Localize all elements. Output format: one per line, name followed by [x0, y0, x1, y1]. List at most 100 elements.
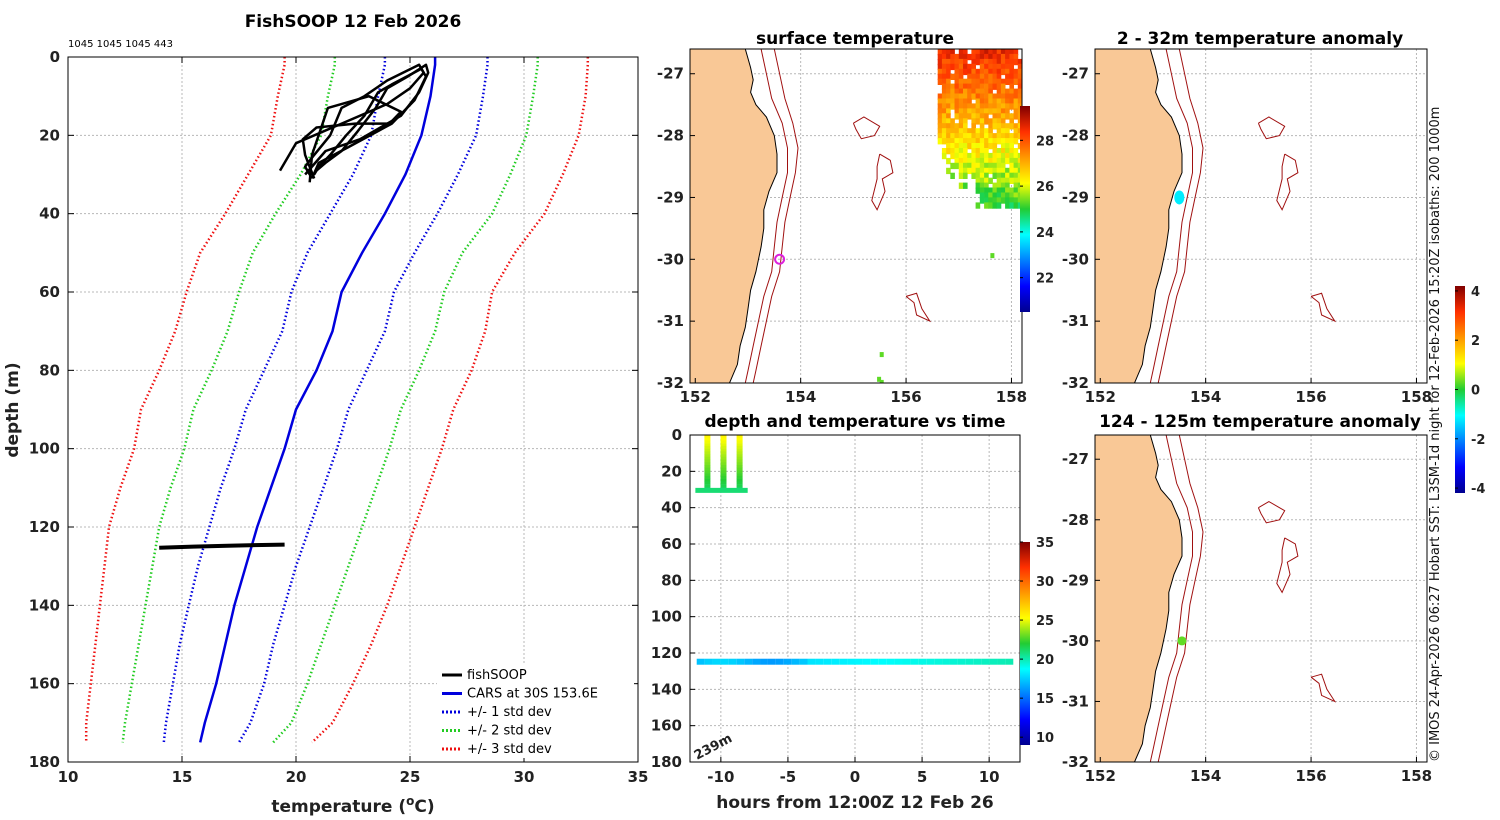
- sst-pixel: [946, 143, 951, 150]
- sst-pixel: [1013, 103, 1019, 110]
- profile-grid: [68, 57, 638, 762]
- sst-pixel: [941, 152, 947, 160]
- sst-pixel: [996, 88, 1002, 95]
- sst-pixel: [1013, 133, 1019, 140]
- sst-pixel: [971, 68, 976, 76]
- sst-pixel: [1009, 93, 1014, 100]
- sst-pixel: [1005, 78, 1010, 85]
- sst-pixel: [1005, 123, 1010, 130]
- sst-pixel: [996, 152, 1002, 160]
- sst-pixel: [958, 157, 964, 165]
- sst-pixel: [996, 93, 1002, 100]
- sst-pixel: [996, 118, 1002, 125]
- sst-pixel: [958, 93, 964, 100]
- sst-pixel: [975, 143, 981, 150]
- sst-pixel: [963, 108, 968, 115]
- sst-pixel: [984, 103, 989, 110]
- cast-sample: [704, 473, 711, 477]
- sst-pixel: [950, 58, 955, 66]
- sst-pixel: [1013, 73, 1019, 80]
- sst-pixel: [971, 133, 976, 140]
- sst-pixel: [1005, 68, 1010, 76]
- sst-pixel: [996, 167, 1002, 175]
- cast-sample: [720, 467, 727, 471]
- sst-pixel: [975, 157, 981, 165]
- sst-pixel: [979, 182, 985, 189]
- sst-pixel: [1000, 108, 1006, 115]
- sst-pixel: [1000, 68, 1006, 76]
- sst-pixel: [1013, 157, 1019, 165]
- sst-pixel: [954, 53, 960, 61]
- sst-pixel: [1000, 133, 1006, 140]
- sst-pixel: [988, 133, 993, 140]
- sst-pixel: [963, 49, 968, 56]
- sst-pixel: [992, 197, 998, 204]
- sst-pixel: [946, 103, 951, 110]
- cast-sample: [720, 462, 727, 466]
- cast-sample: [704, 475, 711, 479]
- sst-pixel: [988, 192, 993, 199]
- sst-pixel: [941, 133, 947, 140]
- depth-time-colorbar-tick-label: 30: [1036, 575, 1054, 590]
- cast-sample: [736, 478, 743, 482]
- sst-pixel: [992, 93, 998, 100]
- sst-pixel: [1009, 192, 1014, 199]
- sst-pixel: [954, 133, 960, 140]
- sst-pixel: [988, 78, 993, 85]
- sst-pixel: [967, 53, 972, 61]
- sst-pixel: [1013, 152, 1019, 160]
- sst-pixel: [996, 162, 1002, 170]
- sst-pixel: [958, 108, 964, 115]
- sst-pixel: [992, 98, 998, 105]
- sst-pixel: [1005, 157, 1010, 165]
- sst-pixel: [963, 143, 968, 150]
- sst-pixel: [950, 143, 955, 150]
- sst-pixel: [963, 157, 968, 165]
- sst-pixel: [988, 118, 993, 125]
- sst-pixel: [984, 58, 989, 66]
- sst-pixel: [937, 128, 943, 135]
- sst-pixel: [967, 133, 972, 140]
- depth-time-ytick-label: 60: [661, 535, 682, 553]
- sst-pixel: [979, 172, 985, 179]
- sst-pixel: [950, 152, 955, 160]
- sst-pixel: [958, 123, 964, 130]
- sst-pixel: [975, 148, 981, 155]
- map-xtick-label: 158: [996, 388, 1027, 406]
- sst-pixel: [984, 157, 989, 165]
- sst-pixel: [984, 49, 989, 56]
- cast-sample: [736, 473, 743, 477]
- cast-sample: [736, 475, 743, 479]
- sst-ticks: 152 154 156 158 -27 -28 -29 -30 -31 -32: [657, 65, 1027, 406]
- sst-pixel: [937, 123, 943, 130]
- sst-pixel: [937, 103, 943, 110]
- sst-pixel: [879, 352, 884, 358]
- colorbar-tick-label: 22: [1036, 272, 1054, 287]
- sst-pixel: [1000, 49, 1006, 56]
- sst-pixel: [992, 78, 998, 85]
- sst-pixel: [988, 177, 993, 184]
- sst-pixel: [954, 143, 960, 150]
- sst-pixel: [963, 152, 968, 160]
- figure-title: FishSOOP 12 Feb 2026: [245, 12, 462, 32]
- depth-time-xtick-label: 5: [917, 768, 927, 786]
- sst-pixel: [937, 113, 943, 120]
- cast-sample: [704, 443, 711, 447]
- sst-pixel: [975, 118, 981, 125]
- sst-pixel: [1017, 78, 1022, 85]
- sst-pixel: [1000, 63, 1006, 71]
- sst-pixel: [954, 152, 960, 160]
- sst-pixel: [937, 133, 943, 140]
- sst-pixel: [946, 73, 951, 80]
- sst-pixel: [990, 253, 995, 259]
- sst-pixel: [954, 103, 960, 110]
- sst-pixel: [1013, 182, 1019, 189]
- sst-pixel: [1009, 148, 1014, 155]
- cast-sample: [704, 465, 711, 468]
- sst-pixel: [958, 78, 964, 85]
- sst-pixel: [941, 113, 947, 120]
- sst-pixel: [975, 73, 981, 80]
- sst-pixel: [992, 73, 998, 80]
- sst-pixel: [984, 68, 989, 76]
- sst-pixel: [1009, 53, 1014, 61]
